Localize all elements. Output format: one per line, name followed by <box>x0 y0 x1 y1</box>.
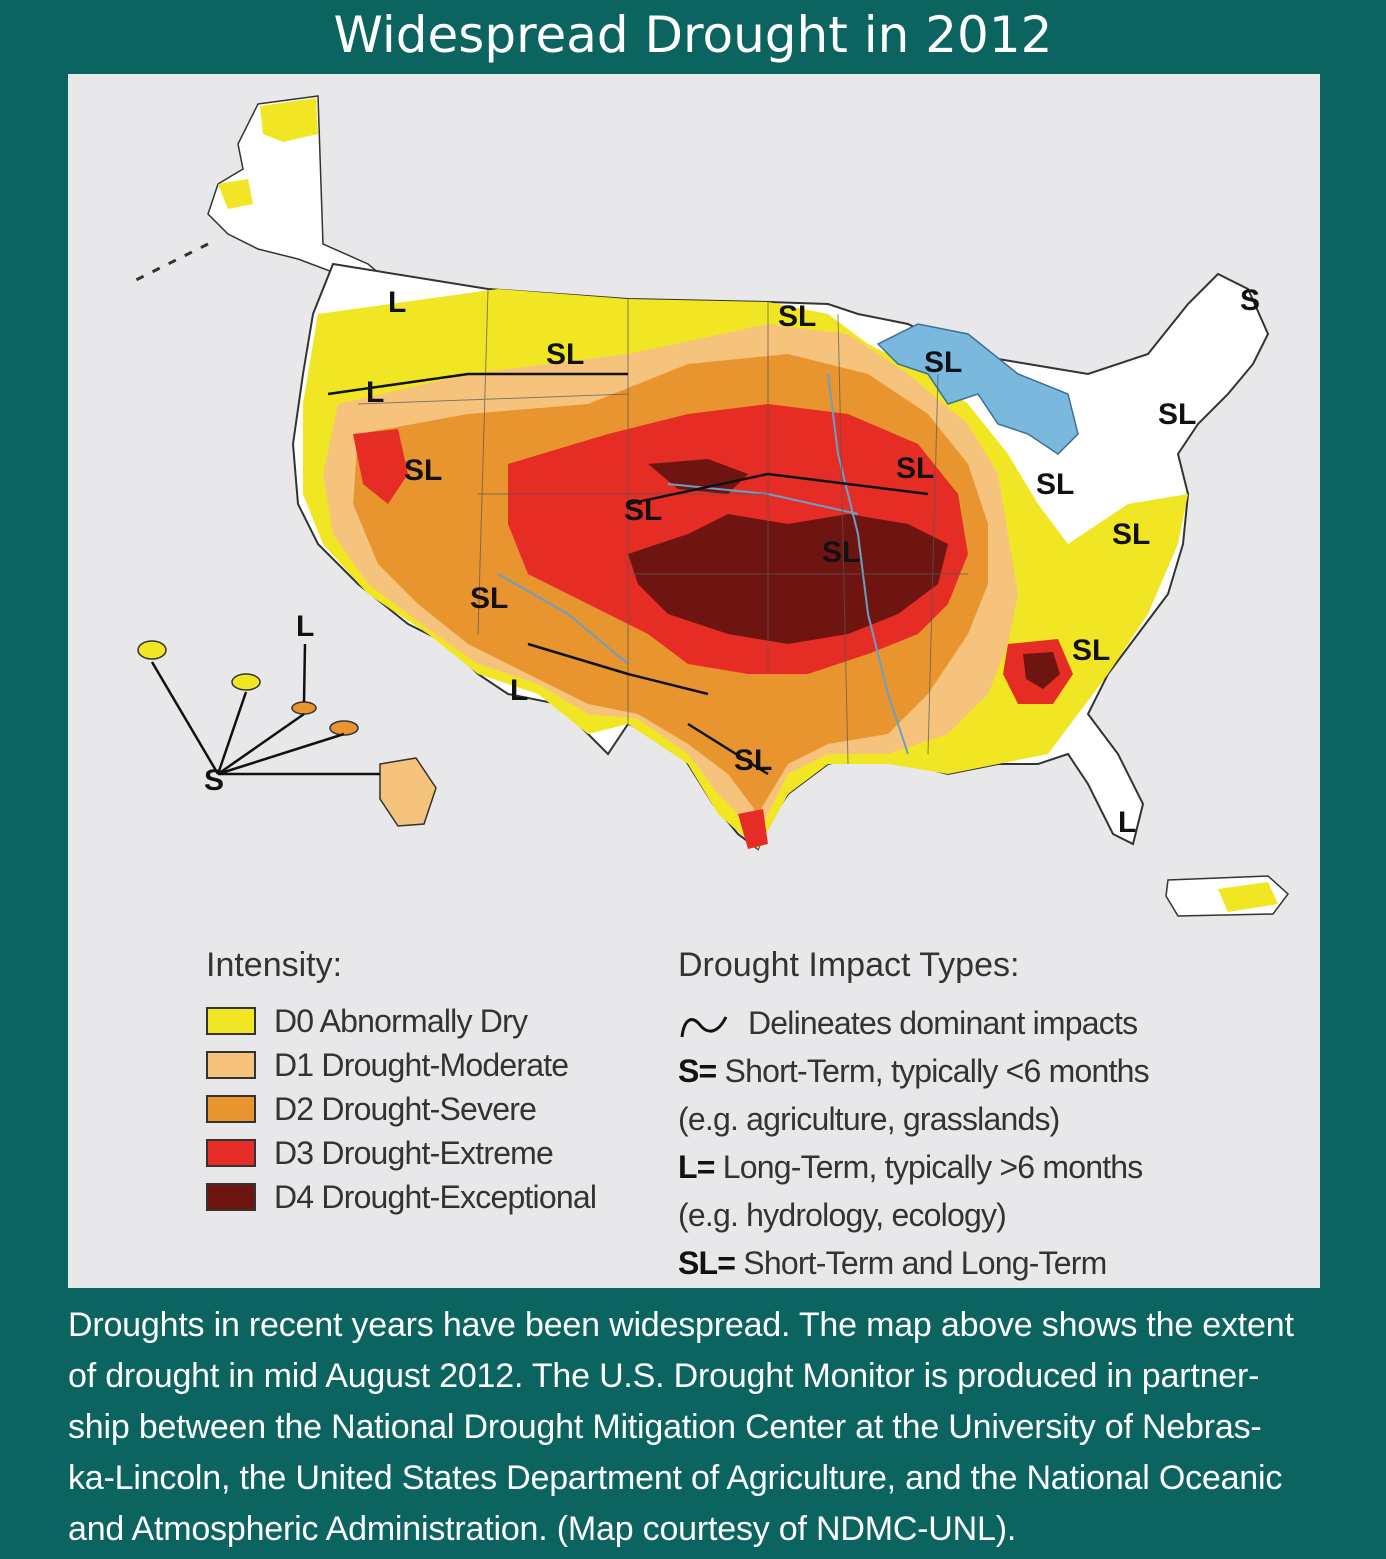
impact-sl-text: Short-Term and Long-Term <box>743 1245 1107 1281</box>
contiguous-us <box>291 262 1270 851</box>
label-hawaii: S <box>204 764 224 797</box>
caption-line: and Atmospheric Administration. (Map cou… <box>68 1510 1017 1548</box>
impact-s-text: Short-Term, typically <6 months <box>724 1053 1150 1089</box>
label-nv: SL <box>404 454 442 487</box>
map-panel: L L SL SL SL S SL SL SL SL SL SL SL SL L… <box>68 74 1320 1288</box>
label-ia: SL <box>896 452 934 485</box>
legend-item: D3 Drought-Extreme <box>206 1131 676 1175</box>
drought-map: L L SL SL SL S SL SL SL SL SL SL SL SL L… <box>127 95 1290 917</box>
d3-texas <box>738 809 768 849</box>
caption-line: ship between the National Drought Mitiga… <box>68 1408 1262 1446</box>
label-mn: SL <box>778 300 816 333</box>
legend-item: D1 Drought-Moderate <box>206 1043 676 1087</box>
impact-l-eg: (e.g. hydrology, ecology) <box>678 1197 1007 1233</box>
puerto-rico <box>1165 875 1290 917</box>
alaska-d0 <box>260 98 318 142</box>
impact-legend: Drought Impact Types: Delineates dominan… <box>678 946 1308 1287</box>
hawaii-island-1 <box>137 640 167 660</box>
hawaii-big-island <box>379 757 437 827</box>
impact-s-key: S= <box>678 1053 717 1089</box>
caption-line: ka-Lincoln, the United States Department… <box>68 1459 1283 1497</box>
legend-label: D1 Drought-Moderate <box>274 1046 569 1083</box>
page-title: Widespread Drought in 2012 <box>333 6 1053 64</box>
legend-label: D3 Drought-Extreme <box>274 1134 554 1171</box>
intensity-legend: Intensity: D0 Abnormally Dry D1 Drought-… <box>206 946 676 1219</box>
hawaii-l-line <box>302 643 307 703</box>
label-oh: SL <box>1036 468 1074 501</box>
label-nm: L <box>510 674 528 707</box>
tilde-icon <box>680 1015 728 1037</box>
label-mt: SL <box>546 338 584 371</box>
legend-label: D2 Drought-Severe <box>274 1090 537 1127</box>
label-tx: SL <box>734 744 772 777</box>
legend-swatch-d1 <box>206 1051 256 1079</box>
alaska <box>127 95 400 300</box>
impact-tilde-text: Delineates dominant impacts <box>748 1005 1138 1041</box>
d4-georgia <box>1023 652 1060 689</box>
legend-item: D0 Abnormally Dry <box>206 999 676 1043</box>
great-lakes <box>876 323 1079 455</box>
impact-tilde-row: Delineates dominant impacts <box>678 999 1308 1047</box>
alaska-d0-south <box>218 179 253 209</box>
impact-lines <box>327 372 929 776</box>
impact-l-text: Long-Term, typically >6 months <box>722 1149 1144 1185</box>
label-az: SL <box>470 582 508 615</box>
intensity-title: Intensity: <box>206 946 343 984</box>
hawaii <box>137 640 437 827</box>
alaska-chain <box>127 242 209 286</box>
legend-swatch-d4 <box>206 1183 256 1211</box>
legend-label: D0 Abnormally Dry <box>274 1002 528 1039</box>
hawaii-island-3 <box>291 701 317 715</box>
impact-s-eg: (e.g. agriculture, grasslands) <box>678 1101 1060 1137</box>
alaska-land <box>207 95 400 300</box>
caption-line: Droughts in recent years have been wides… <box>68 1306 1294 1344</box>
legend-swatch-d0 <box>206 1007 256 1035</box>
legend-swatch-d2 <box>206 1095 256 1123</box>
label-pacific: L <box>296 610 314 643</box>
label-mo: SL <box>822 536 860 569</box>
legend-item: D2 Drought-Severe <box>206 1087 676 1131</box>
caption: Droughts in recent years have been wides… <box>68 1300 1330 1555</box>
label-fl: L <box>1118 806 1136 839</box>
impact-sl-key: SL= <box>678 1245 736 1281</box>
legend-swatch-d3 <box>206 1139 256 1167</box>
label-co: SL <box>624 494 662 527</box>
label-sc: SL <box>1072 634 1110 667</box>
label-wv: SL <box>1112 518 1150 551</box>
impact-sl-row: SL= Short-Term and Long-Term <box>678 1239 1308 1287</box>
impact-l-key: L= <box>678 1149 715 1185</box>
hawaii-pointers <box>150 661 380 776</box>
d3-west <box>353 429 408 504</box>
state-lines <box>357 288 968 765</box>
impact-title: Drought Impact Types: <box>678 946 1020 984</box>
impact-l-row: L= Long-Term, typically >6 months <box>678 1143 1308 1191</box>
label-ny: SL <box>1158 398 1196 431</box>
label-me: S <box>1240 284 1260 317</box>
impact-s-row: S= Short-Term, typically <6 months <box>678 1047 1308 1095</box>
legend-label: D4 Drought-Exceptional <box>274 1178 597 1215</box>
pr-d0 <box>1218 882 1278 912</box>
hawaii-island-2 <box>231 673 261 691</box>
d4-north <box>648 459 748 494</box>
label-wa: L <box>388 286 406 319</box>
hawaii-island-4 <box>329 720 359 736</box>
label-or: L <box>366 376 384 409</box>
legend-item: D4 Drought-Exceptional <box>206 1175 676 1219</box>
label-mi: SL <box>924 346 962 379</box>
caption-line: of drought in mid August 2012. The U.S. … <box>68 1357 1260 1395</box>
